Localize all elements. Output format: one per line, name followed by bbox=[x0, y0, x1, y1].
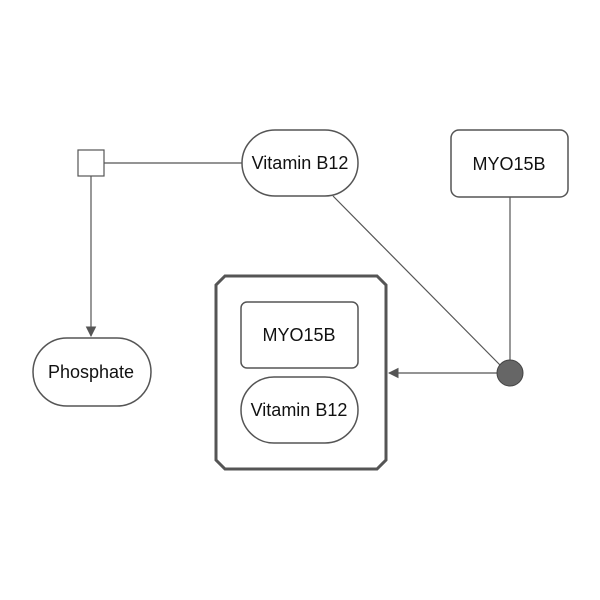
vitamin-b12-label: Vitamin B12 bbox=[252, 153, 349, 173]
edge-vitamin-to-association bbox=[332, 195, 501, 366]
phosphate-node[interactable]: Phosphate bbox=[32, 337, 152, 407]
complex-member-myo15b[interactable]: MYO15B bbox=[240, 301, 359, 369]
phosphate-label: Phosphate bbox=[48, 362, 134, 382]
process-node[interactable] bbox=[77, 149, 105, 177]
complex-myo15b-label: MYO15B bbox=[262, 325, 335, 345]
myo15b-label: MYO15B bbox=[472, 154, 545, 174]
myo15b-node[interactable]: MYO15B bbox=[450, 129, 569, 198]
complex-member-vitamin-b12[interactable]: Vitamin B12 bbox=[240, 376, 359, 444]
complex-node[interactable]: MYO15B Vitamin B12 bbox=[214, 274, 388, 471]
association-node[interactable] bbox=[496, 359, 524, 387]
vitamin-b12-node[interactable]: Vitamin B12 bbox=[241, 129, 359, 197]
complex-vitamin-b12-label: Vitamin B12 bbox=[251, 400, 348, 420]
